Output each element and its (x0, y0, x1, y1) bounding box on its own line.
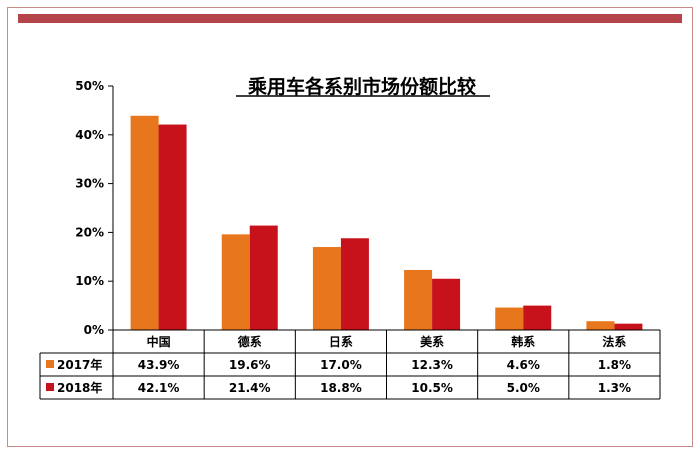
y-tick-label: 50% (75, 79, 104, 93)
data-label: 5.0% (507, 381, 540, 395)
data-label: 43.9% (138, 358, 180, 372)
x-tick-label: 中国 (147, 334, 171, 349)
bar-2018 (432, 278, 461, 330)
bar-2017 (221, 234, 250, 330)
legend-swatch (46, 360, 54, 368)
data-label: 1.8% (598, 358, 631, 372)
legend-label: 2017年 (57, 357, 102, 372)
x-tick-label: 日系 (329, 334, 353, 349)
bar-2017 (404, 269, 433, 330)
data-label: 18.8% (320, 381, 362, 395)
bar-2017 (586, 321, 615, 330)
header-bar (18, 14, 682, 23)
x-tick-label: 法系 (602, 334, 626, 349)
y-tick-label: 30% (75, 177, 104, 191)
bar-2018 (249, 225, 278, 330)
bar-2018 (523, 305, 552, 330)
y-tick-label: 40% (75, 128, 104, 142)
bar-2017 (495, 307, 524, 330)
bar-2018 (614, 323, 643, 330)
data-label: 12.3% (411, 358, 453, 372)
bars (130, 115, 643, 330)
data-label: 19.6% (229, 358, 271, 372)
legend-swatch (46, 383, 54, 391)
data-label: 17.0% (320, 358, 362, 372)
bar-2018 (158, 124, 187, 330)
data-label: 42.1% (138, 381, 180, 395)
data-label: 10.5% (411, 381, 453, 395)
bar-2017 (312, 247, 341, 330)
data-label: 1.3% (598, 381, 631, 395)
x-tick-label: 韩系 (511, 334, 535, 349)
bar-2018 (340, 238, 369, 330)
x-tick-label: 美系 (420, 334, 444, 349)
chart-title: 乘用车各系别市场份额比较 (247, 75, 476, 98)
data-label: 4.6% (507, 358, 540, 372)
y-tick-label: 20% (75, 225, 104, 239)
chart-frame (7, 7, 693, 447)
y-axis: 0% 10% 20% 30% 40% 50% (75, 79, 114, 337)
legend-label: 2018年 (57, 380, 102, 395)
y-tick-label: 10% (75, 274, 104, 288)
x-tick-label: 德系 (238, 334, 262, 349)
data-label: 21.4% (229, 381, 271, 395)
y-tick-label: 0% (84, 323, 104, 337)
bar-2017 (130, 115, 159, 330)
data-table: 中国 德系 日系 美系 韩系 法系 2017年 43.9% 19.6% 17.0% 12.3% 4.6… (39, 329, 661, 400)
